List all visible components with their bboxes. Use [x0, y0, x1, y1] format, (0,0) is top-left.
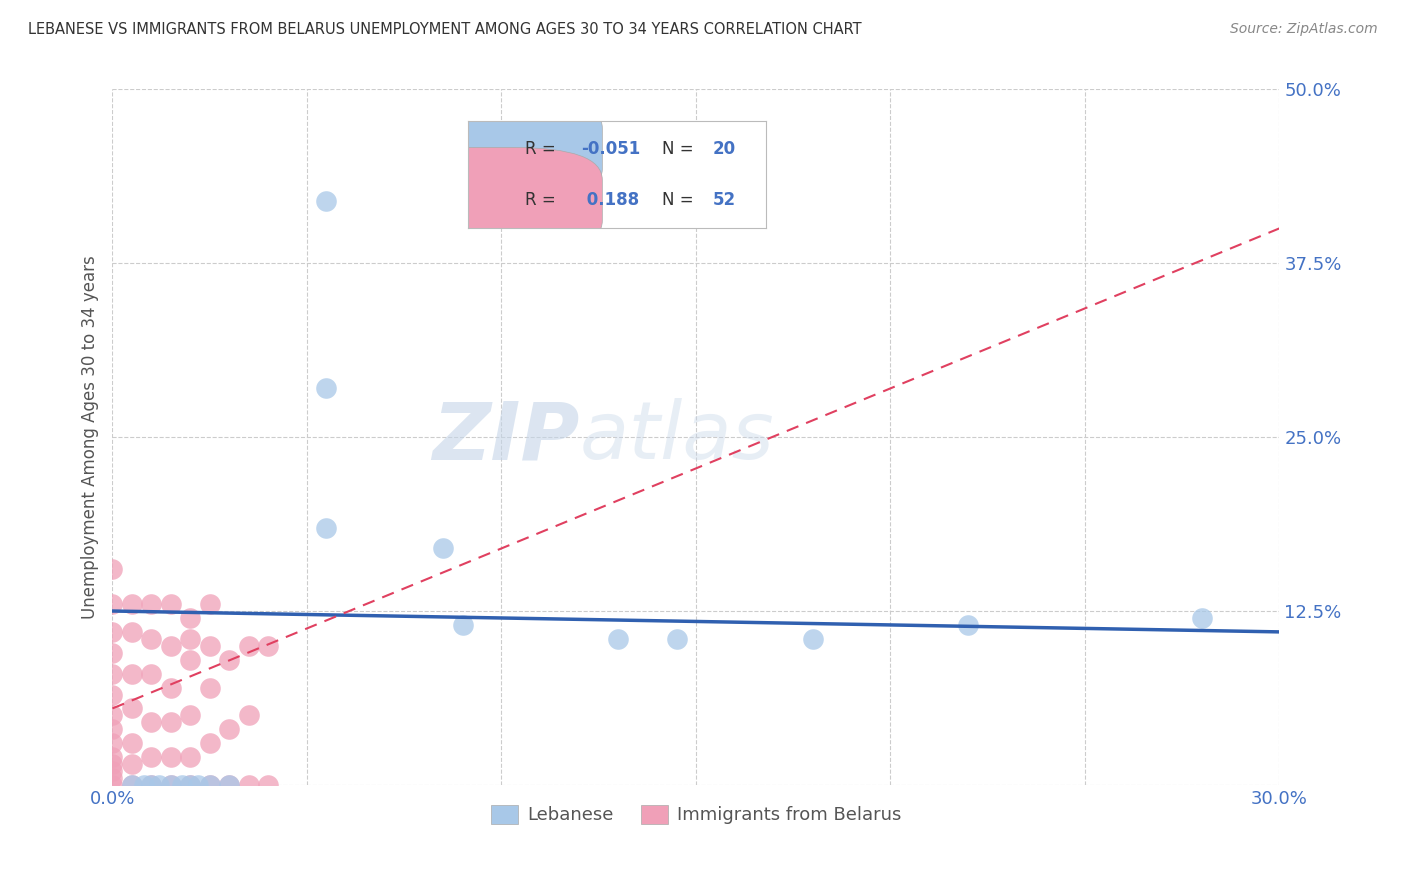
- Point: [179, 708, 201, 723]
- Point: [101, 750, 124, 764]
- Point: [179, 778, 201, 792]
- Point: [451, 618, 474, 632]
- Point: [141, 632, 163, 646]
- Point: [257, 639, 280, 653]
- Point: [160, 778, 183, 792]
- Point: [121, 778, 143, 792]
- Point: [315, 194, 337, 208]
- Point: [238, 708, 260, 723]
- Point: [238, 639, 260, 653]
- Point: [160, 597, 183, 611]
- Point: [101, 646, 124, 660]
- Point: [101, 708, 124, 723]
- Point: [198, 639, 221, 653]
- Point: [179, 750, 201, 764]
- Point: [607, 632, 630, 646]
- Point: [101, 736, 124, 750]
- Point: [179, 611, 201, 625]
- Point: [432, 541, 454, 556]
- Y-axis label: Unemployment Among Ages 30 to 34 years: Unemployment Among Ages 30 to 34 years: [80, 255, 98, 619]
- Point: [160, 639, 183, 653]
- Point: [179, 632, 201, 646]
- Legend: Lebanese, Immigrants from Belarus: Lebanese, Immigrants from Belarus: [484, 797, 908, 831]
- Point: [198, 778, 221, 792]
- Point: [101, 771, 124, 785]
- Point: [218, 778, 240, 792]
- Point: [121, 624, 143, 639]
- Point: [101, 723, 124, 737]
- Point: [315, 520, 337, 534]
- Point: [160, 778, 183, 792]
- Point: [101, 597, 124, 611]
- Point: [148, 778, 170, 792]
- Point: [101, 778, 124, 792]
- Point: [101, 764, 124, 778]
- Point: [121, 757, 143, 772]
- Point: [121, 778, 143, 792]
- Point: [121, 666, 143, 681]
- Point: [141, 597, 163, 611]
- Point: [141, 778, 163, 792]
- Point: [957, 618, 980, 632]
- Point: [238, 778, 260, 792]
- Point: [101, 562, 124, 576]
- Point: [172, 778, 194, 792]
- Point: [101, 624, 124, 639]
- Point: [218, 723, 240, 737]
- Point: [257, 778, 280, 792]
- Text: atlas: atlas: [579, 398, 775, 476]
- Point: [121, 701, 143, 715]
- Point: [218, 653, 240, 667]
- Point: [160, 750, 183, 764]
- Point: [198, 778, 221, 792]
- Point: [218, 778, 240, 792]
- Point: [101, 757, 124, 772]
- Point: [179, 778, 201, 792]
- Point: [198, 681, 221, 695]
- Point: [132, 778, 155, 792]
- Point: [141, 666, 163, 681]
- Point: [141, 715, 163, 730]
- Point: [160, 715, 183, 730]
- Point: [101, 666, 124, 681]
- Point: [1191, 611, 1213, 625]
- Point: [141, 778, 163, 792]
- Point: [121, 736, 143, 750]
- Point: [101, 688, 124, 702]
- Point: [198, 736, 221, 750]
- Point: [801, 632, 824, 646]
- Point: [160, 681, 183, 695]
- Text: ZIP: ZIP: [432, 398, 579, 476]
- Point: [665, 632, 688, 646]
- Point: [179, 653, 201, 667]
- Point: [187, 778, 209, 792]
- Point: [141, 750, 163, 764]
- Text: LEBANESE VS IMMIGRANTS FROM BELARUS UNEMPLOYMENT AMONG AGES 30 TO 34 YEARS CORRE: LEBANESE VS IMMIGRANTS FROM BELARUS UNEM…: [28, 22, 862, 37]
- Point: [198, 597, 221, 611]
- Point: [315, 381, 337, 395]
- Text: Source: ZipAtlas.com: Source: ZipAtlas.com: [1230, 22, 1378, 37]
- Point: [121, 597, 143, 611]
